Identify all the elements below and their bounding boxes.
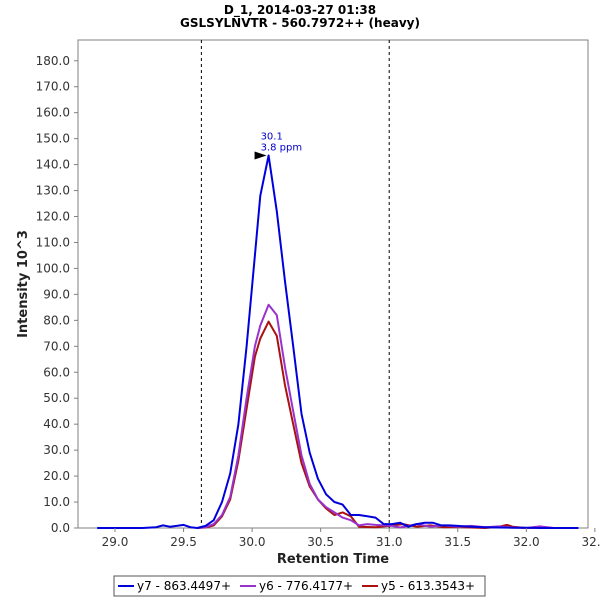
y-tick-label: 20.0 — [43, 469, 70, 483]
legend-entry-1: y6 - 776.4177+ — [259, 579, 353, 593]
y-tick-label: 170.0 — [36, 80, 70, 94]
chart-subtitle: GSLSYLNVTR - 560.7972++ (heavy) — [180, 16, 420, 30]
x-tick-label: 30.0 — [239, 535, 266, 549]
peak-ppm-label: 3.8 ppm — [261, 143, 303, 154]
x-tick-label: 31.0 — [376, 535, 403, 549]
series-line-0 — [97, 154, 579, 529]
y-tick-label: 40.0 — [43, 417, 70, 431]
y-tick-label: 100.0 — [36, 261, 70, 275]
peak-marker-icon — [254, 151, 267, 160]
legend: y7 - 863.4497+ y6 - 776.4177+ y5 - 613.354… — [113, 575, 486, 597]
legend-entry-2: y5 - 613.3543+ — [381, 579, 475, 593]
y-tick-label: 120.0 — [36, 210, 70, 224]
x-tick-label: 29.5 — [170, 535, 197, 549]
y-tick-label: 60.0 — [43, 365, 70, 379]
legend-entry-0: y7 - 863.4497+ — [137, 579, 231, 593]
y-tick-label: 140.0 — [36, 158, 70, 172]
y-tick-label: 80.0 — [43, 313, 70, 327]
y-tick-label: 130.0 — [36, 184, 70, 198]
chart-title: D_1, 2014-03-27 01:38 — [224, 3, 376, 18]
y-tick-label: 10.0 — [43, 495, 70, 509]
x-axis-label: Retention Time — [277, 552, 389, 567]
y-tick-label: 0.0 — [51, 521, 70, 535]
y-tick-label: 30.0 — [43, 443, 70, 457]
y-tick-label: 110.0 — [36, 235, 70, 249]
y-tick-label: 150.0 — [36, 132, 70, 146]
legend-box — [113, 575, 486, 597]
y-tick-label: 70.0 — [43, 339, 70, 353]
y-tick-label: 180.0 — [36, 54, 70, 68]
x-tick-label: 30.5 — [307, 535, 334, 549]
x-tick-label: 29.0 — [102, 535, 129, 549]
x-tick-label: 32.5 — [581, 535, 600, 549]
y-tick-label: 90.0 — [43, 287, 70, 301]
peak-retention-label: 30.1 — [261, 132, 283, 143]
y-tick-label: 50.0 — [43, 391, 70, 405]
x-tick-label: 32.0 — [513, 535, 540, 549]
y-tick-label: 160.0 — [36, 106, 70, 120]
plot-area — [77, 39, 589, 529]
y-axis-label: Intensity 10^3 — [16, 230, 31, 338]
x-tick-label: 31.5 — [444, 535, 471, 549]
